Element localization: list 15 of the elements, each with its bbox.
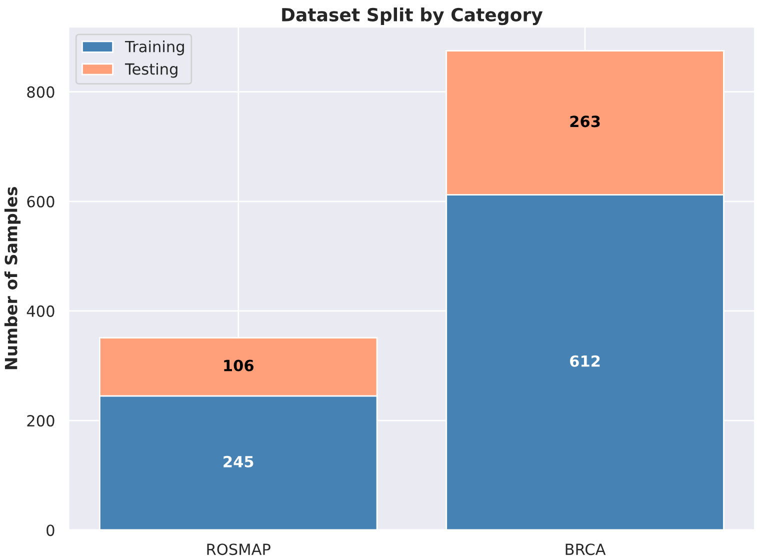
x-tick-label: BRCA	[566, 544, 606, 556]
legend-label: Testing	[124, 62, 178, 78]
y-axis-title: Number of Samples	[4, 187, 21, 370]
data-label: 263	[570, 116, 600, 128]
data-label: 106	[224, 360, 254, 372]
legend-label: Training	[124, 40, 184, 56]
y-tick-label: 600	[27, 196, 54, 208]
data-label: 245	[224, 456, 254, 468]
y-tick-label: 800	[27, 86, 54, 98]
x-tick-label: ROSMAP	[207, 544, 270, 556]
y-tick-label: 400	[26, 305, 54, 317]
y-tick-label: 200	[27, 415, 54, 427]
data-label: 612	[570, 355, 600, 367]
chart-title: Dataset Split by Category	[282, 8, 543, 26]
y-tick-label: 0	[46, 524, 54, 536]
